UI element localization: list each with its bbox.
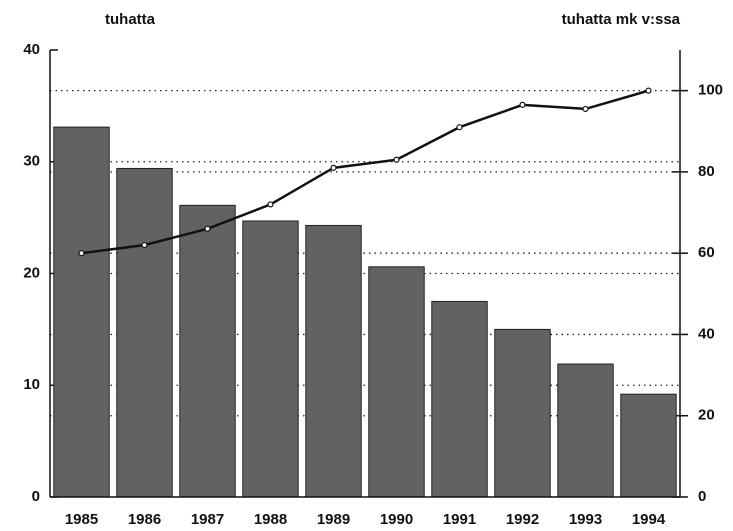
- y2-tick-label: 0: [698, 488, 706, 505]
- bar: [494, 328, 551, 498]
- point: [519, 101, 526, 108]
- point: [141, 241, 148, 249]
- point: [582, 105, 589, 113]
- bar: [305, 224, 362, 498]
- x-tick-label: 1991: [443, 511, 476, 528]
- x-tick-label: 1989: [317, 511, 350, 528]
- bar: [53, 126, 110, 498]
- bar: [242, 220, 299, 498]
- x-tick-label: 1987: [191, 511, 224, 528]
- bar: [116, 167, 173, 498]
- bar: [620, 393, 677, 498]
- point: [267, 201, 274, 208]
- point: [456, 124, 463, 131]
- y2-tick-label: 100: [698, 82, 723, 99]
- point: [645, 87, 652, 94]
- y-tick-label: 20: [23, 264, 40, 281]
- x-tick-label: 1985: [65, 511, 98, 528]
- y-tick-label: 30: [23, 153, 40, 170]
- point: [78, 250, 85, 257]
- y2-tick-label: 80: [698, 163, 715, 180]
- x-tick-label: 1994: [632, 511, 666, 528]
- y-tick-label: 10: [23, 376, 40, 393]
- y2-tick-label: 40: [698, 325, 715, 342]
- line: [81, 89, 649, 255]
- bar: [368, 266, 425, 498]
- y2-axis-label: tuhatta mk v:ssa: [562, 11, 681, 28]
- x-tick-label: 1990: [380, 511, 413, 528]
- y2-tick-label: 20: [698, 407, 715, 424]
- bar: [179, 204, 236, 498]
- x-tick-label: 1988: [254, 511, 287, 528]
- bar: [431, 300, 488, 498]
- point: [330, 164, 337, 171]
- x-tick-label: 1986: [128, 511, 161, 528]
- y-tick-label: 0: [32, 488, 40, 505]
- x-tick-label: 1993: [569, 511, 602, 528]
- point: [204, 225, 211, 232]
- y-axis-label: tuhatta: [105, 11, 156, 28]
- bar: [557, 363, 614, 498]
- y2-tick-label: 60: [698, 244, 715, 261]
- point: [393, 156, 400, 163]
- y-tick-label: 40: [23, 41, 40, 58]
- x-tick-label: 1992: [506, 511, 539, 528]
